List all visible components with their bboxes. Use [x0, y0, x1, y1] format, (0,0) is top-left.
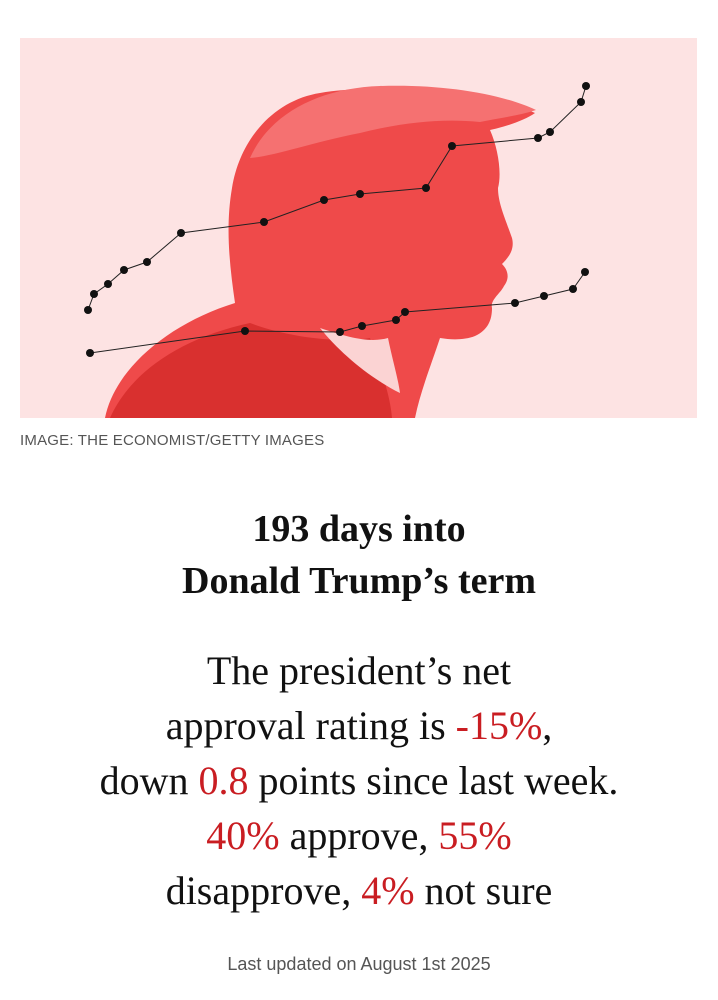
- portrait-shadow: [110, 323, 392, 418]
- summary-text: ,: [542, 703, 553, 748]
- summary-line-5: disapprove, 4% not sure: [0, 863, 718, 918]
- hero-image: [20, 38, 697, 418]
- portrait-illustration: [84, 82, 590, 418]
- headline-line-2: Donald Trump’s term: [182, 560, 536, 602]
- portrait-hair: [250, 85, 536, 158]
- lower-trend-line: [89, 271, 586, 354]
- trend-markers: [84, 82, 590, 357]
- summary-text: points since last week.: [248, 758, 619, 803]
- portrait-collar: [320, 328, 400, 393]
- summary-line-4: 40% approve, 55%: [0, 808, 718, 863]
- image-credit: IMAGE: THE ECONOMIST/GETTY IMAGES: [20, 432, 325, 449]
- last-updated: Last updated on August 1st 2025: [227, 954, 491, 974]
- summary-line-3: down 0.8 points since last week.: [0, 753, 718, 808]
- summary-line-2: approval rating is -15%,: [0, 698, 718, 753]
- summary-text: down: [99, 758, 199, 803]
- headline-line-1: 193 days into: [252, 508, 466, 550]
- headline: 193 days into Donald Trump’s term: [0, 503, 718, 607]
- net-approval-value: -15%: [455, 703, 543, 748]
- not-sure-value: 4%: [361, 868, 415, 913]
- disapprove-value: 55%: [438, 813, 512, 858]
- approval-summary: The president’s net approval rating is -…: [0, 643, 718, 918]
- summary-text: approval rating is: [165, 703, 456, 748]
- approve-value: 40%: [206, 813, 280, 858]
- summary-line-1: The president’s net: [206, 648, 512, 693]
- summary-text: disapprove,: [165, 868, 362, 913]
- weekly-change-value: 0.8: [198, 758, 249, 803]
- summary-text: not sure: [414, 868, 553, 913]
- summary-text: approve,: [279, 813, 439, 858]
